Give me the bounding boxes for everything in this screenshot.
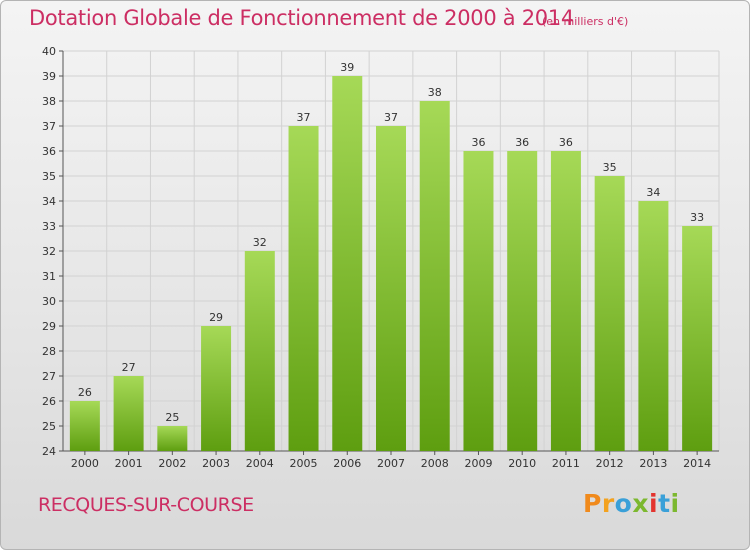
y-tick-label: 32 <box>42 245 56 258</box>
bar <box>69 401 100 451</box>
x-tick-label: 2008 <box>421 457 449 470</box>
y-tick-label: 30 <box>42 295 56 308</box>
data-label: 39 <box>340 61 354 74</box>
y-tick-label: 24 <box>42 445 56 458</box>
logo-letter: P <box>583 489 602 518</box>
bar <box>682 226 713 451</box>
x-tick-label: 2004 <box>246 457 274 470</box>
x-tick-label: 2000 <box>71 457 99 470</box>
data-label: 33 <box>690 211 704 224</box>
x-tick-label: 2010 <box>508 457 536 470</box>
y-tick-label: 29 <box>42 320 56 333</box>
y-tick-label: 36 <box>42 145 56 158</box>
bar <box>201 326 232 451</box>
x-tick-label: 2001 <box>115 457 143 470</box>
bar <box>288 126 319 451</box>
bar <box>113 376 144 451</box>
x-tick-label: 2005 <box>290 457 318 470</box>
x-tick-label: 2012 <box>596 457 624 470</box>
y-tick-labels: 24 25 26 27 28 29 30 31 32 33 34 35 36 37 38 39 40 <box>42 45 56 458</box>
logo-letter: t <box>658 489 671 518</box>
bar <box>332 76 363 451</box>
data-label: 38 <box>428 86 442 99</box>
data-label: 27 <box>122 361 136 374</box>
data-label: 26 <box>78 386 92 399</box>
chart-unit: (en milliers d'€) <box>542 15 629 28</box>
x-tick-label: 2011 <box>552 457 580 470</box>
x-tick-label: 2013 <box>639 457 667 470</box>
y-tick-label: 34 <box>42 195 56 208</box>
y-tick-label: 25 <box>42 420 56 433</box>
x-tick-label: 2009 <box>464 457 492 470</box>
bar <box>419 101 450 451</box>
y-tick-label: 26 <box>42 395 56 408</box>
y-tick-label: 38 <box>42 95 56 108</box>
data-label: 36 <box>559 136 573 149</box>
bar <box>550 151 581 451</box>
data-label: 32 <box>253 236 267 249</box>
data-label: 37 <box>297 111 311 124</box>
proxiti-logo: Proxiti <box>583 489 680 518</box>
data-label: 35 <box>603 161 617 174</box>
bars <box>69 76 713 451</box>
data-label: 37 <box>384 111 398 124</box>
bar <box>463 151 494 451</box>
x-tick-label: 2014 <box>683 457 711 470</box>
y-tick-label: 39 <box>42 70 56 83</box>
y-tick-label: 35 <box>42 170 56 183</box>
y-tick-label: 31 <box>42 270 56 283</box>
bar <box>157 426 188 451</box>
data-label: 34 <box>646 186 660 199</box>
logo-letter: r <box>601 489 615 518</box>
data-label: 29 <box>209 311 223 324</box>
bar <box>638 201 669 451</box>
y-tick-label: 28 <box>42 345 56 358</box>
y-tick-label: 40 <box>42 45 56 58</box>
y-tick-label: 33 <box>42 220 56 233</box>
bar <box>376 126 406 451</box>
data-labels: 26 27 25 29 32 37 39 37 38 36 36 36 35 34 33 <box>78 61 704 424</box>
x-tick-label: 2003 <box>202 457 230 470</box>
logo-letter: x <box>632 489 649 518</box>
bar <box>507 151 538 451</box>
y-tick-label: 27 <box>42 370 56 383</box>
logo-letter: i <box>649 489 659 518</box>
x-tick-label: 2006 <box>333 457 361 470</box>
chart-title: Dotation Globale de Fonctionnement de 20… <box>29 6 574 30</box>
x-tick-label: 2002 <box>158 457 186 470</box>
commune-name: RECQUES-SUR-COURSE <box>38 494 254 516</box>
logo-letter: i <box>670 489 680 518</box>
x-tick-label: 2007 <box>377 457 405 470</box>
x-tick-labels: 2000 2001 2002 2003 2004 2005 2006 2007 2008 2009… <box>71 457 711 470</box>
bar <box>594 176 625 451</box>
data-label: 25 <box>165 411 179 424</box>
logo-letter: o <box>614 489 633 518</box>
y-tick-label: 37 <box>42 120 56 133</box>
data-label: 36 <box>515 136 529 149</box>
data-label: 36 <box>471 136 485 149</box>
bar <box>244 251 275 451</box>
